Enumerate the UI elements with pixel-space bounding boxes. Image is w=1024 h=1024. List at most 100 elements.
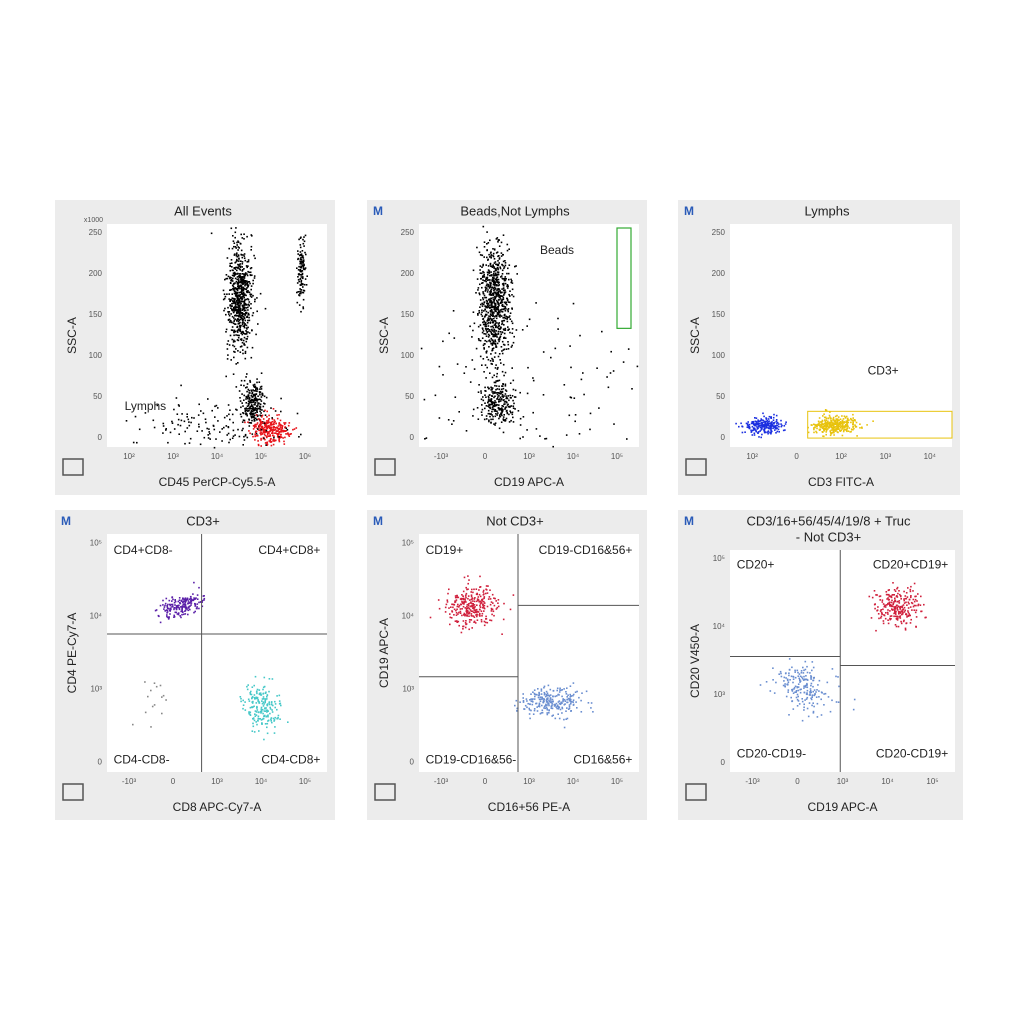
event-dot	[497, 284, 500, 287]
event-dot	[501, 269, 504, 272]
event-dot	[250, 285, 253, 287]
event-dot	[244, 407, 246, 410]
event-dot	[268, 678, 271, 680]
event-dot	[259, 414, 261, 417]
event-dot	[239, 310, 241, 312]
event-dot	[818, 417, 821, 419]
event-dot	[237, 285, 239, 288]
event-dot	[880, 611, 883, 614]
event-dot	[473, 368, 476, 370]
event-dot	[502, 282, 505, 285]
event-dot	[810, 678, 812, 680]
event-dot	[245, 312, 248, 315]
event-dot	[561, 707, 564, 710]
event-dot	[229, 304, 232, 306]
event-dot	[512, 407, 515, 409]
event-dot	[492, 255, 495, 258]
event-dot	[492, 401, 494, 403]
event-dot	[187, 418, 190, 421]
event-dot	[484, 280, 487, 282]
event-dot	[540, 688, 543, 690]
event-dot	[484, 386, 486, 389]
event-dot	[254, 715, 257, 717]
event-dot	[464, 613, 467, 616]
event-dot	[486, 243, 488, 245]
gate-label: CD19+	[426, 543, 464, 557]
event-dot	[259, 386, 262, 388]
event-dot	[747, 425, 750, 427]
event-dot	[244, 284, 246, 287]
event-dot	[822, 435, 824, 437]
event-dot	[237, 362, 239, 364]
event-dot	[296, 301, 299, 304]
event-dot	[297, 250, 299, 252]
event-dot	[300, 254, 303, 257]
event-dot	[268, 690, 270, 693]
event-dot	[243, 379, 246, 382]
event-dot	[249, 706, 252, 709]
event-dot	[247, 395, 249, 398]
event-dot	[266, 711, 268, 713]
event-dot	[774, 426, 776, 428]
event-dot	[244, 433, 247, 436]
event-dot	[473, 609, 475, 611]
event-dot	[242, 291, 245, 294]
event-dot	[479, 575, 481, 578]
event-dot	[287, 424, 290, 427]
event-dot	[826, 424, 829, 426]
event-dot	[241, 293, 244, 295]
event-dot	[852, 423, 854, 426]
event-dot	[252, 700, 254, 703]
event-dot	[297, 253, 299, 255]
y-tick-label: 10³	[402, 685, 414, 694]
event-dot	[233, 301, 235, 304]
event-dot	[773, 413, 775, 416]
x-tick-label: -10³	[745, 777, 760, 786]
event-dot	[495, 392, 498, 394]
event-dot	[490, 319, 493, 321]
event-dot	[144, 412, 147, 414]
event-dot	[186, 598, 188, 601]
event-dot	[502, 363, 505, 366]
event-dot	[237, 254, 240, 256]
event-dot	[852, 417, 854, 419]
event-dot	[260, 396, 263, 398]
event-dot	[558, 691, 561, 693]
event-dot	[278, 438, 280, 441]
event-dot	[278, 427, 281, 430]
event-dots	[429, 575, 594, 729]
event-dot	[186, 413, 188, 415]
event-dot	[256, 408, 258, 411]
event-dot	[287, 432, 289, 435]
event-dot	[495, 269, 497, 272]
event-dot	[502, 289, 505, 292]
event-dot	[885, 591, 888, 593]
event-dot	[844, 417, 847, 419]
event-dot	[266, 425, 268, 427]
event-dot	[494, 339, 496, 341]
event-dot	[463, 597, 465, 600]
event-dot	[257, 418, 260, 420]
event-dot	[545, 706, 548, 709]
event-dot	[813, 427, 815, 429]
event-dot	[229, 277, 231, 280]
event-dot	[909, 606, 912, 608]
event-dot	[492, 341, 494, 344]
event-dot	[507, 326, 509, 328]
event-dot	[541, 704, 543, 707]
event-dot	[875, 629, 877, 632]
event-dot	[187, 609, 189, 612]
event-dot	[248, 332, 251, 334]
event-dot	[496, 251, 499, 253]
event-dot	[281, 426, 283, 428]
event-dot	[877, 606, 879, 608]
event-dot	[253, 705, 255, 708]
event-dot	[260, 710, 263, 712]
event-dot	[485, 335, 488, 337]
event-dot	[572, 694, 574, 697]
event-dot	[193, 417, 195, 419]
event-dot	[236, 320, 238, 322]
event-dot	[496, 267, 499, 269]
event-dot	[495, 274, 497, 276]
